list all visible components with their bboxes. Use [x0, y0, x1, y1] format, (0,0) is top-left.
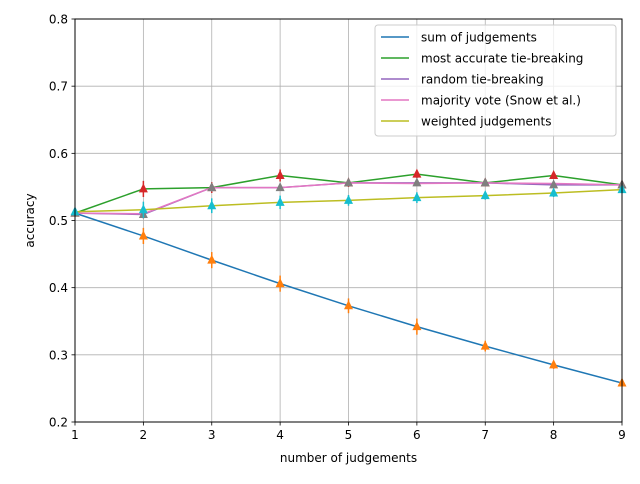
y-tick-label: 0.8: [49, 13, 68, 27]
legend-label: majority vote (Snow et al.): [421, 94, 581, 108]
data-point-marker: [138, 183, 148, 193]
x-tick-label: 3: [208, 428, 216, 442]
x-tick-label: 2: [140, 428, 148, 442]
data-point-marker: [207, 182, 217, 192]
x-tick-label: 9: [618, 428, 626, 442]
data-point-marker: [549, 179, 559, 189]
data-point-marker: [480, 177, 490, 187]
data-point-marker: [412, 192, 422, 202]
data-point-marker: [344, 300, 353, 310]
data-point-marker: [275, 196, 285, 206]
legend: sum of judgements most accurate tie-break…: [374, 24, 617, 137]
legend-label: sum of judgements: [421, 31, 537, 45]
data-point-marker: [412, 168, 422, 178]
y-tick-label: 0.2: [49, 416, 68, 430]
x-tick-label: 7: [481, 428, 489, 442]
legend-label: random tie-breaking: [421, 73, 544, 87]
legend-label: weighted judgements: [421, 115, 551, 129]
ticks: 1 2 3 4 5 6 7 8 9 0.2 0.3 0.4 0.5 0.6 0.7 0.8: [49, 13, 626, 443]
data-point-marker: [344, 177, 353, 187]
y-tick-label: 0.3: [49, 348, 68, 362]
data-point-marker: [549, 187, 559, 197]
legend-box: [374, 24, 617, 137]
x-tick-label: 1: [71, 428, 79, 442]
data-point-marker: [549, 169, 559, 179]
data-point-marker: [207, 254, 217, 264]
data-point-marker: [412, 321, 422, 331]
x-tick-label: 5: [345, 428, 353, 442]
y-tick-label: 0.5: [49, 214, 68, 228]
data-point-marker: [412, 177, 422, 187]
data-point-marker: [207, 200, 217, 210]
x-axis-label: number of judgements: [280, 451, 417, 465]
y-tick-label: 0.7: [49, 80, 68, 94]
data-point-marker: [344, 194, 353, 204]
legend-label: most accurate tie-breaking: [421, 52, 583, 66]
y-tick-label: 0.6: [49, 147, 68, 161]
data-point-marker: [480, 190, 490, 200]
x-tick-label: 6: [413, 428, 421, 442]
data-point-marker: [275, 169, 285, 179]
data-point-marker: [275, 182, 285, 192]
x-tick-label: 4: [276, 428, 284, 442]
y-tick-label: 0.4: [49, 281, 68, 295]
data-point-marker: [138, 204, 148, 214]
x-tick-label: 8: [550, 428, 558, 442]
data-point-marker: [138, 230, 148, 240]
data-point-marker: [275, 278, 285, 288]
data-point-marker: [480, 340, 490, 350]
y-axis-label: accuracy: [23, 193, 37, 247]
data-point-marker: [549, 359, 559, 369]
